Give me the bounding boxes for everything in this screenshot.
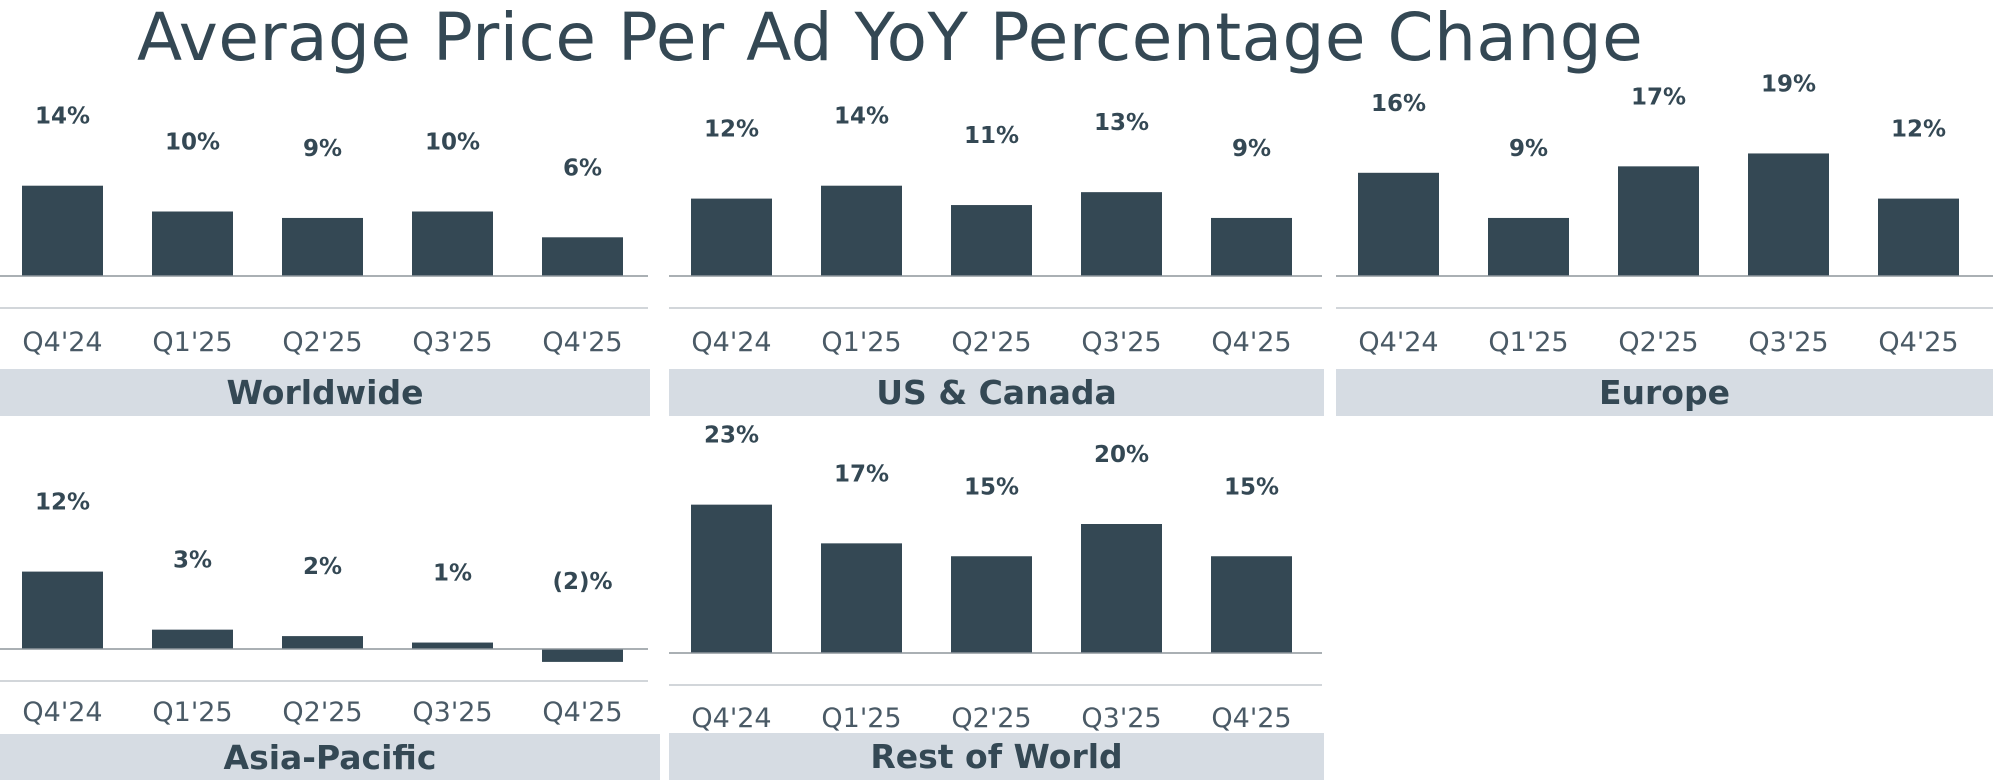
value-label: 14% xyxy=(35,104,90,130)
value-label: 11% xyxy=(964,123,1019,149)
region-band-rest-of-world: Rest of World xyxy=(669,733,1324,780)
value-label: 15% xyxy=(964,474,1019,500)
value-label: 12% xyxy=(704,117,759,143)
value-label: 23% xyxy=(704,423,759,449)
tick-label: Q4'24 xyxy=(22,327,102,358)
tick-label: Q3'25 xyxy=(1748,327,1828,358)
bar-q225 xyxy=(1618,166,1699,276)
tick-label: Q2'25 xyxy=(951,327,1031,358)
bar-q425 xyxy=(1211,556,1292,653)
bar-q425 xyxy=(1211,217,1292,276)
bar-q125 xyxy=(152,629,233,649)
page-title: Average Price Per Ad YoY Percentage Chan… xyxy=(137,0,1644,76)
bar-q225 xyxy=(282,636,363,649)
tick-label: Q2'25 xyxy=(951,703,1031,734)
bar-q425 xyxy=(542,649,623,662)
bar-q424 xyxy=(22,571,103,649)
tick-label: Q4'24 xyxy=(691,703,771,734)
bar-q125 xyxy=(152,211,233,276)
bar-q325 xyxy=(412,642,493,649)
tick-label: Q4'25 xyxy=(1211,703,1291,734)
bar-q424 xyxy=(22,185,103,276)
tick-label: Q4'24 xyxy=(22,697,102,728)
value-label: 6% xyxy=(563,155,602,181)
region-label-asia-pacific: Asia-Pacific xyxy=(223,737,437,777)
tick-label: Q4'25 xyxy=(542,697,622,728)
bar-q425 xyxy=(1878,198,1959,276)
value-label: 2% xyxy=(303,554,342,580)
chart-europe: 16% Q4'24 9% Q1'25 17% Q2'25 19% Q3'25 12% Q4'25 xyxy=(1336,71,1993,358)
value-label: 19% xyxy=(1761,71,1816,97)
value-label: 14% xyxy=(834,104,889,130)
value-label: 20% xyxy=(1094,442,1149,468)
chart-us-canada: 12% Q4'24 14% Q1'25 11% Q2'25 13% Q3'25 9% Q4'25 xyxy=(669,104,1322,358)
tick-label: Q4'24 xyxy=(691,327,771,358)
value-label: 3% xyxy=(173,548,212,574)
chart-asia-pacific: 12% Q4'24 3% Q1'25 2% Q2'25 1% Q3'25 (2)% Q4'25 xyxy=(0,490,648,728)
region-label-europe: Europe xyxy=(1599,373,1730,412)
value-label: 12% xyxy=(1891,117,1946,143)
tick-label: Q4'25 xyxy=(542,327,622,358)
bar-q325 xyxy=(1081,524,1162,653)
region-band-worldwide: Worldwide xyxy=(0,369,650,416)
region-label-worldwide: Worldwide xyxy=(226,373,424,412)
tick-label: Q4'25 xyxy=(1211,327,1291,358)
tick-label: Q1'25 xyxy=(152,327,232,358)
tick-label: Q3'25 xyxy=(412,697,492,728)
bar-q325 xyxy=(1081,192,1162,276)
bar-q225 xyxy=(951,556,1032,653)
bar-q325 xyxy=(1748,153,1829,276)
bar-q424 xyxy=(691,504,772,653)
value-label: 17% xyxy=(1631,84,1686,110)
bar-q424 xyxy=(1358,172,1439,276)
tick-label: Q1'25 xyxy=(821,327,901,358)
value-label: 17% xyxy=(834,461,889,487)
tick-label: Q1'25 xyxy=(1488,327,1568,358)
tick-label: Q3'25 xyxy=(1081,327,1161,358)
tick-label: Q1'25 xyxy=(152,697,232,728)
value-label: 15% xyxy=(1224,474,1279,500)
region-band-asia-pacific: Asia-Pacific xyxy=(0,734,660,780)
bar-q425 xyxy=(542,237,623,276)
tick-label: Q3'25 xyxy=(412,327,492,358)
bar-q125 xyxy=(1488,217,1569,276)
bar-q424 xyxy=(691,198,772,276)
chart-worldwide: 14% Q4'24 10% Q1'25 9% Q2'25 10% Q3'25 6% Q4'25 xyxy=(0,104,648,358)
value-label: 1% xyxy=(433,561,472,587)
region-label-rest-of-world: Rest of World xyxy=(870,737,1123,776)
chart-rest-of-world: 23% Q4'24 17% Q1'25 15% Q2'25 20% Q3'25 15% Q4'25 xyxy=(669,423,1322,734)
value-label: 16% xyxy=(1371,91,1426,117)
value-label: 13% xyxy=(1094,110,1149,136)
tick-label: Q1'25 xyxy=(821,703,901,734)
tick-label: Q3'25 xyxy=(1081,703,1161,734)
bar-q225 xyxy=(282,217,363,276)
bar-q225 xyxy=(951,205,1032,276)
value-label: 9% xyxy=(1232,136,1271,162)
tick-label: Q4'24 xyxy=(1358,327,1438,358)
tick-label: Q2'25 xyxy=(282,327,362,358)
region-band-europe: Europe xyxy=(1336,369,1993,416)
bar-q125 xyxy=(821,543,902,653)
tick-label: Q2'25 xyxy=(1618,327,1698,358)
value-label: 9% xyxy=(303,136,342,162)
value-label: 9% xyxy=(1509,136,1548,162)
bar-q125 xyxy=(821,185,902,276)
value-label: 10% xyxy=(425,130,480,156)
tick-label: Q2'25 xyxy=(282,697,362,728)
value-label: 10% xyxy=(165,130,220,156)
value-label: (2)% xyxy=(552,569,612,595)
tick-label: Q4'25 xyxy=(1878,327,1958,358)
value-label: 12% xyxy=(35,490,90,516)
region-band-us-canada: US & Canada xyxy=(669,369,1324,416)
region-label-us-canada: US & Canada xyxy=(876,373,1117,412)
bar-q325 xyxy=(412,211,493,276)
